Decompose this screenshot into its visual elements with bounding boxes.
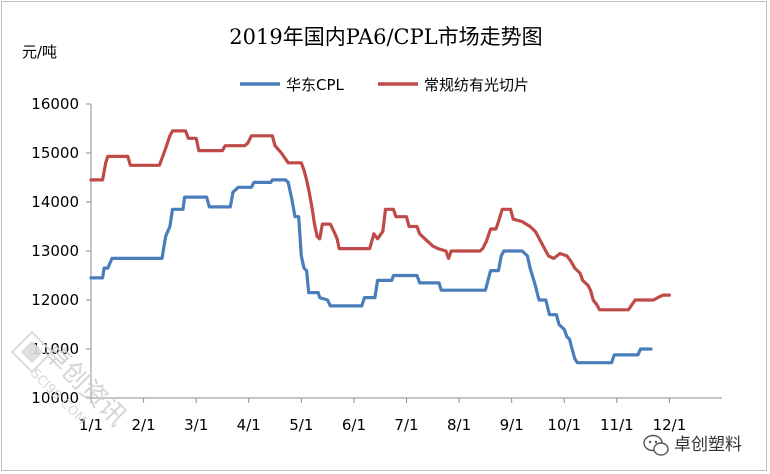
x-tick-label: 7/1 [394,416,418,434]
legend: 华东CPL 常规纺有光切片 [240,76,529,94]
y-tick-label: 13000 [31,242,79,260]
x-tick-label: 5/1 [289,416,313,434]
y-tick-label: 10000 [31,389,79,407]
chart-title: 2019年国内PA6/CPL市场走势图 [229,25,542,49]
x-tick-label: 8/1 [447,416,471,434]
x-tick-label: 3/1 [184,416,208,434]
series-line-cpl [89,178,653,365]
x-tick-label: 4/1 [237,416,261,434]
y-tick-label: 12000 [31,291,79,309]
y-tick-label: 15000 [31,144,79,162]
legend-label-chip: 常规纺有光切片 [424,76,529,94]
y-tick-label: 14000 [31,193,79,211]
x-tick-label: 1/1 [79,416,103,434]
series-line-chip [89,129,671,312]
x-tick-label: 12/1 [653,416,687,434]
wechat-icon [643,434,669,456]
series-group [89,129,671,365]
x-tick-label: 2/1 [132,416,156,434]
x-tick-label: 11/1 [600,416,634,434]
legend-label-cpl: 华东CPL [286,76,345,94]
brand-logo-text: 卓创塑料 [674,435,742,455]
x-tick-group: 1/1 2/1 3/1 4/1 5/1 6/1 7/1 8/1 9/1 10/1 11/1 12/1 [79,398,686,434]
x-tick-label: 9/1 [500,416,524,434]
y-axis-unit: 元/吨 [22,43,57,61]
brand-logo: 卓创塑料 [643,434,742,456]
y-tick-label: 16000 [31,95,79,113]
x-tick-label: 10/1 [547,416,581,434]
x-tick-label: 6/1 [342,416,366,434]
